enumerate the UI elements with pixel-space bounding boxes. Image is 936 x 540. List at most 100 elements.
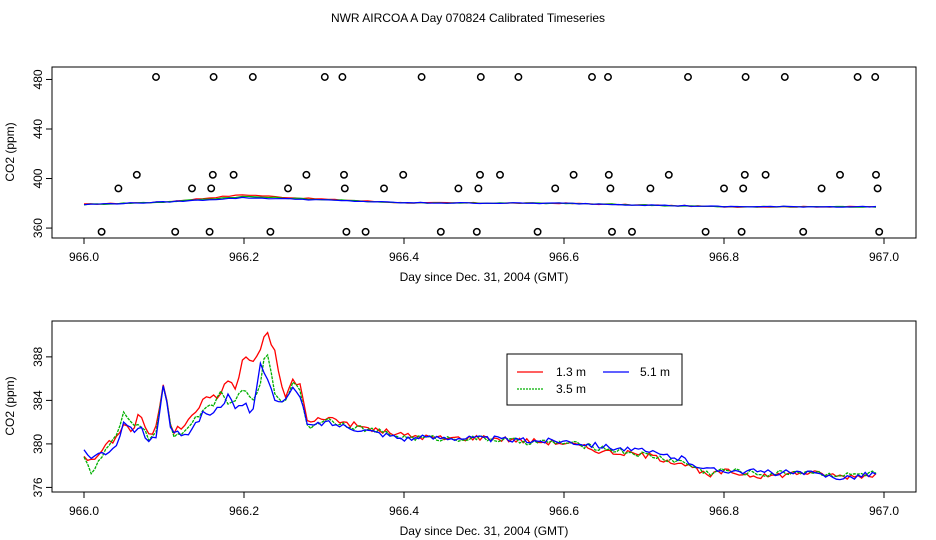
calibration-point	[739, 184, 748, 193]
calibration-point	[701, 227, 710, 236]
calibration-point	[871, 73, 880, 81]
calibration-point	[474, 184, 483, 193]
x-tick-label-top: 966.8	[709, 250, 739, 264]
calibration-point	[604, 73, 612, 81]
calibration-point	[720, 184, 728, 193]
calibration-point	[342, 227, 351, 236]
legend-label-3-5m: 3.5 m	[556, 382, 586, 396]
x-tick-label-top: 967.0	[869, 250, 899, 264]
calibration-point	[472, 227, 481, 236]
x-tick-label-top: 966.0	[69, 250, 99, 264]
chart-title: NWR AIRCOA A Day 070824 Calibrated Times…	[331, 11, 605, 25]
calibration-point	[361, 227, 370, 236]
calibration-point	[399, 170, 408, 179]
plot-frame-top	[51, 66, 917, 239]
y-tick-label-bottom: 380	[31, 434, 45, 454]
x-tick-label-bottom: 966.4	[389, 504, 419, 518]
calibration-point	[436, 227, 445, 236]
calibration-point	[248, 73, 257, 81]
calibration-point	[875, 227, 884, 236]
y-tick-label-top: 480	[31, 69, 45, 89]
calibration-point	[664, 170, 673, 179]
calibration-point	[132, 170, 141, 179]
calibration-point	[604, 170, 613, 179]
calibration-point	[476, 170, 484, 179]
y-axis-label-bottom: CO2 (ppm)	[3, 376, 17, 435]
calibration-point	[853, 73, 862, 81]
calibration-point	[569, 170, 578, 179]
calibration-point	[338, 73, 347, 81]
series-line-bottom-5-1-m	[83, 360, 877, 481]
series-lines-top	[83, 194, 877, 208]
x-tick-label-bottom: 966.2	[229, 504, 259, 518]
plot-frame-bottom	[51, 320, 917, 493]
panel-bottom-detail: 966.0 966.2 966.4 966.6 966.8 967.0 376 380 384…	[3, 320, 917, 538]
calibration-point	[780, 73, 789, 81]
calibration-point	[533, 227, 542, 236]
calibration-point	[207, 184, 216, 193]
calibration-point	[284, 184, 292, 193]
calibration-point	[608, 227, 616, 236]
calibration-point	[606, 184, 615, 193]
calibration-point	[551, 184, 560, 193]
calibration-point	[380, 184, 388, 193]
calibration-point	[836, 170, 844, 179]
calibration-point	[514, 73, 523, 81]
y-tick-label-top: 360	[31, 218, 45, 238]
calibration-points	[97, 73, 884, 236]
y-axis-label-top: CO2 (ppm)	[3, 122, 17, 181]
calibration-point	[741, 73, 750, 81]
calibration-point	[171, 227, 180, 236]
series-line-bottom-3-5-m	[83, 353, 877, 478]
series-line-bottom-1-3-m	[83, 331, 877, 480]
calibration-point	[340, 170, 348, 179]
y-tick-label-bottom: 384	[31, 390, 45, 410]
calibration-point	[340, 184, 349, 193]
x-tick-label-bottom: 966.0	[69, 504, 99, 518]
calibration-point	[188, 184, 196, 193]
calibration-point	[320, 73, 329, 81]
legend: 1.3 m 5.1 m 3.5 m	[506, 353, 683, 406]
x-axis-label-top: Day since Dec. 31, 2004 (GMT)	[400, 270, 569, 284]
calibration-point	[684, 73, 692, 81]
y-tick-label-bottom: 376	[31, 477, 45, 497]
calibration-point	[799, 227, 808, 236]
x-axis-top: 966.0 966.2 966.4 966.6 966.8 967.0	[69, 237, 899, 264]
calibration-point	[476, 73, 485, 81]
x-axis-bottom: 966.0 966.2 966.4 966.6 966.8 967.0	[69, 491, 899, 518]
calibration-point	[454, 184, 463, 193]
calibration-point	[873, 184, 882, 193]
calibration-point	[209, 73, 218, 81]
series-line-top-1-3-m	[83, 194, 877, 208]
y-tick-label-top: 440	[31, 119, 45, 139]
calibration-point	[208, 170, 217, 179]
calibration-point	[817, 184, 826, 193]
x-tick-label-top: 966.6	[549, 250, 579, 264]
legend-box	[506, 353, 683, 406]
calibration-point	[266, 227, 275, 236]
calibration-point	[97, 227, 106, 236]
calibration-point	[205, 227, 214, 236]
x-axis-label-bottom: Day since Dec. 31, 2004 (GMT)	[400, 524, 569, 538]
calibration-point	[761, 170, 770, 179]
y-axis-bottom: 376 380 384 388	[31, 347, 53, 497]
series-lines-bottom	[83, 331, 877, 481]
series-line-top-5-1-m	[83, 196, 877, 208]
calibration-point	[114, 184, 123, 193]
calibration-point	[872, 170, 880, 179]
calibration-point	[417, 73, 426, 81]
x-tick-label-top: 966.2	[229, 250, 259, 264]
calibration-point	[740, 170, 749, 179]
legend-label-1-3m: 1.3 m	[556, 365, 586, 379]
calibration-point	[229, 170, 238, 179]
calibration-point	[496, 170, 504, 179]
y-axis-top: 360 400 440 480	[31, 69, 53, 238]
calibration-point	[152, 73, 160, 81]
x-tick-label-bottom: 966.8	[709, 504, 739, 518]
calibration-point	[737, 227, 746, 236]
calibration-point	[628, 227, 636, 236]
y-tick-label-top: 400	[31, 168, 45, 188]
panel-top-calibrated-timeseries: 966.0 966.2 966.4 966.6 966.8 967.0 360 400 440…	[3, 66, 917, 284]
legend-label-5-1m: 5.1 m	[640, 365, 670, 379]
